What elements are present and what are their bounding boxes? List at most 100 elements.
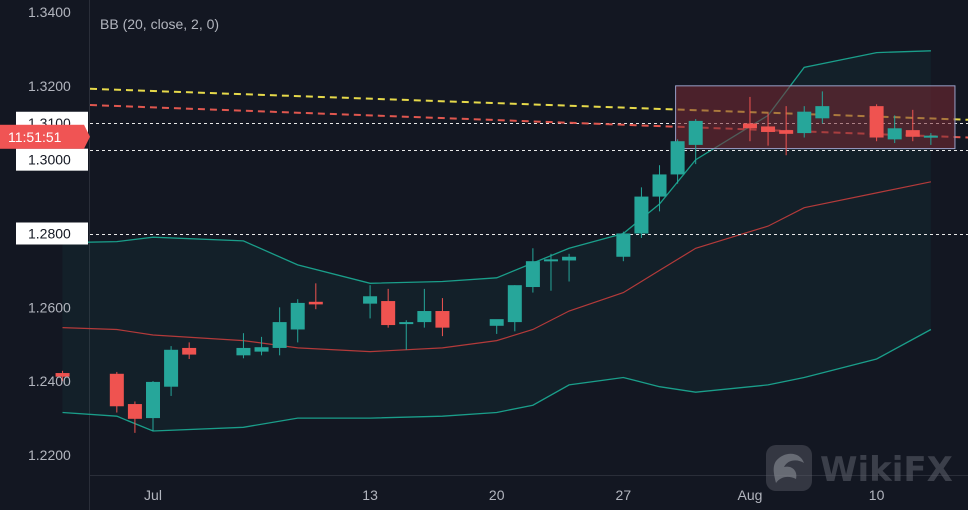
candle[interactable] xyxy=(254,336,269,356)
candle[interactable] xyxy=(634,187,649,238)
price-tick-label: 1.3400 xyxy=(28,4,71,20)
candle-body xyxy=(634,196,649,234)
candle[interactable] xyxy=(417,288,432,328)
candle[interactable] xyxy=(236,333,251,359)
candle[interactable] xyxy=(652,165,667,212)
time-tick-label: 27 xyxy=(616,487,632,503)
candle[interactable] xyxy=(543,253,558,291)
candle-body xyxy=(742,123,757,129)
candle[interactable] xyxy=(272,307,287,356)
candle-body xyxy=(254,347,269,352)
candle[interactable] xyxy=(507,285,522,332)
candle[interactable] xyxy=(363,285,378,319)
candle-body xyxy=(417,311,432,323)
candle[interactable] xyxy=(308,283,323,310)
candle[interactable] xyxy=(164,346,179,396)
time-tag-label: 11:51:51 xyxy=(8,129,62,145)
candle-body xyxy=(164,349,179,387)
candle-body xyxy=(507,285,522,323)
candle[interactable] xyxy=(525,248,540,293)
candle[interactable] xyxy=(399,320,414,350)
indicator-legend[interactable]: BB (20, close, 2, 0) xyxy=(100,16,219,32)
highlight-zone[interactable] xyxy=(675,85,956,150)
highlight-box[interactable] xyxy=(675,85,956,150)
candle-body xyxy=(562,256,577,261)
candle-body xyxy=(869,106,884,138)
candle-body xyxy=(887,128,902,140)
candle[interactable] xyxy=(815,91,830,124)
wikifx-logo-icon xyxy=(766,445,812,491)
candle[interactable] xyxy=(797,106,812,138)
candle-body xyxy=(381,301,396,326)
candle-body xyxy=(308,301,323,305)
price-tick-label: 1.2400 xyxy=(28,373,71,389)
candle-body xyxy=(815,106,830,119)
candle[interactable] xyxy=(55,370,70,382)
candle[interactable] xyxy=(761,113,776,146)
price-label-box xyxy=(16,222,88,245)
candle-body xyxy=(688,120,703,145)
candle[interactable] xyxy=(146,381,160,432)
candlestick-series xyxy=(55,91,938,433)
price-tick-label: 1.3000 xyxy=(28,152,71,168)
candle-body xyxy=(923,135,938,138)
time-tag-pointer xyxy=(84,124,90,149)
price-tick-label: 1.2800 xyxy=(28,226,71,242)
candle[interactable] xyxy=(562,253,577,282)
time-tick-label: Aug xyxy=(738,487,763,503)
candle-body xyxy=(905,130,920,137)
candle-body xyxy=(272,322,287,348)
bollinger-lower-line xyxy=(62,328,932,432)
watermark: WikiFX xyxy=(766,445,953,491)
candle-body xyxy=(670,141,685,175)
time-tag: 11:51:51 xyxy=(0,124,90,149)
price-label-box xyxy=(16,148,88,171)
candle[interactable] xyxy=(923,133,938,145)
candle[interactable] xyxy=(381,288,396,328)
candle[interactable] xyxy=(489,319,504,334)
candle-body xyxy=(435,311,450,328)
bollinger-basis-line xyxy=(62,181,932,353)
price-tick-label: 1.2200 xyxy=(28,447,71,463)
candle[interactable] xyxy=(127,401,142,433)
candle-body xyxy=(146,381,160,419)
candle[interactable] xyxy=(290,299,305,343)
candle-body xyxy=(363,296,378,304)
candle-body xyxy=(525,261,540,288)
time-tick-label: Jul xyxy=(144,487,162,503)
candle[interactable] xyxy=(905,109,920,142)
candle-body xyxy=(761,126,776,132)
candle-body xyxy=(543,259,558,262)
candle[interactable] xyxy=(435,298,450,337)
horizontal-price-lines xyxy=(90,123,968,235)
candle[interactable] xyxy=(182,342,197,360)
candle-body xyxy=(290,302,305,330)
candle-body xyxy=(55,373,70,377)
candle-body xyxy=(182,347,197,355)
candle-body xyxy=(399,322,414,325)
candle-body xyxy=(652,174,667,197)
candle[interactable] xyxy=(616,231,631,262)
time-tick-label: 13 xyxy=(362,487,378,503)
watermark-text: WikiFX xyxy=(820,450,953,490)
candle-body xyxy=(489,319,504,326)
candle[interactable] xyxy=(670,139,685,184)
candle[interactable] xyxy=(742,96,757,142)
candle-body xyxy=(797,111,812,134)
price-tick-label: 1.2600 xyxy=(28,299,71,315)
time-tick-label: 20 xyxy=(489,487,505,503)
time-tag-box xyxy=(0,124,84,149)
candle[interactable] xyxy=(688,119,703,165)
candle-body xyxy=(236,347,251,356)
candle[interactable] xyxy=(779,106,794,156)
candle[interactable] xyxy=(869,104,884,142)
candle-body xyxy=(779,130,794,134)
candle-body xyxy=(616,233,631,257)
candle[interactable] xyxy=(887,115,902,144)
time-axis-labels: Jul132027Aug1017 xyxy=(144,487,885,503)
candle-body xyxy=(127,404,142,419)
candle[interactable] xyxy=(109,371,124,413)
price-tick-label: 1.3200 xyxy=(28,78,71,94)
